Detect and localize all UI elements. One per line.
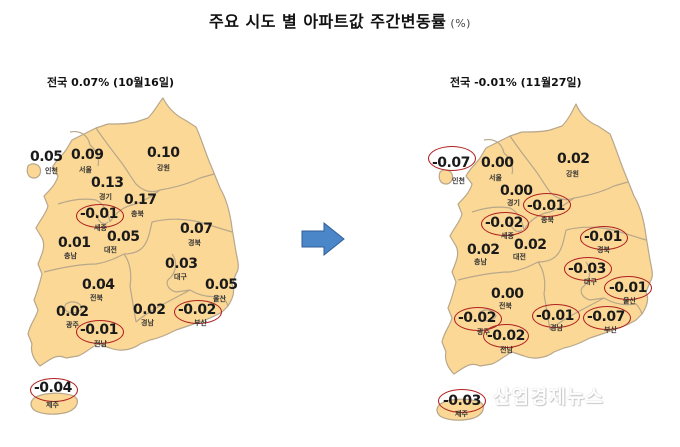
highlight-ring-sejong (76, 204, 124, 228)
highlight-ring-busan (583, 306, 631, 330)
region-value-chungnam: 0.02 (467, 242, 500, 258)
region-name-gyeonggi: 경기 (507, 199, 520, 207)
region-name-busan: 부산 (194, 319, 207, 327)
highlight-ring-sejong (481, 212, 529, 236)
region-name-incheon: 인천 (45, 167, 58, 175)
region-value-sejong: -0.02 (485, 215, 523, 231)
region-name-chungbuk: 충북 (131, 210, 144, 218)
left-map-shape (26, 97, 239, 415)
region-name-seoul: 서울 (489, 174, 502, 182)
region-value-jeonnam: -0.01 (80, 322, 118, 338)
region-value-jeonnam: -0.02 (487, 328, 525, 344)
region-value-ulsan: -0.01 (609, 280, 647, 296)
region-name-busan: 부산 (604, 326, 617, 334)
highlight-ring-busan (174, 300, 222, 324)
region-value-seoul: 0.09 (71, 147, 104, 163)
highlight-ring-jeonnam (483, 324, 529, 348)
page-title: 주요 시도 별 아파트값 주간변동률 (%) (0, 8, 680, 32)
region-name-daejeon: 대전 (513, 253, 526, 261)
highlight-ring-gwangju (454, 307, 502, 331)
region-name-chungnam: 충남 (474, 258, 487, 266)
region-value-chungnam: 0.01 (58, 235, 91, 251)
region-name-daegu: 대구 (174, 273, 187, 281)
title-unit: (%) (450, 17, 471, 30)
right-map-subtitle: 전국 -0.01% (11월27일) (450, 76, 582, 89)
right-arrow-icon (301, 222, 345, 256)
highlight-ring-jeonnam (76, 320, 124, 344)
region-value-daegu: -0.03 (568, 261, 606, 277)
region-value-incheon: 0.05 (30, 149, 63, 165)
highlight-ring-gyeongbuk (580, 226, 628, 250)
left-map-subtitle: 전국 0.07% (10월16일) (47, 76, 174, 89)
region-value-jeonbuk: 0.00 (491, 286, 524, 302)
highlight-ring-daegu (564, 257, 612, 281)
region-value-gyeonggi: 0.13 (91, 175, 124, 191)
region-name-gyeongbuk: 경북 (188, 239, 201, 247)
region-value-gwangju: -0.02 (458, 310, 496, 326)
region-name-gyeonggi: 경기 (99, 193, 112, 201)
region-value-gwangju: 0.02 (56, 304, 89, 320)
region-value-jeonbuk: 0.04 (82, 277, 115, 293)
region-value-incheon: -0.07 (432, 155, 470, 171)
region-name-chungnam: 충남 (64, 252, 77, 260)
region-name-seoul: 서울 (79, 166, 92, 174)
region-name-gyeongnam: 경남 (550, 324, 563, 332)
region-name-gangwon: 강원 (157, 164, 170, 172)
region-name-gyeongbuk: 경북 (597, 246, 610, 254)
region-name-gwangju: 광주 (66, 321, 79, 329)
region-name-gangwon: 강원 (566, 170, 579, 178)
region-value-gyeongnam: 0.02 (133, 302, 166, 318)
region-value-daejeon: 0.02 (514, 237, 547, 253)
region-value-jeju: -0.03 (443, 393, 481, 409)
region-name-chungbuk: 충북 (541, 216, 554, 224)
highlight-ring-jeju (438, 389, 486, 413)
region-name-jeonnam: 전남 (500, 346, 513, 354)
region-value-sejong: -0.01 (80, 206, 118, 222)
region-name-jeju: 제주 (46, 401, 59, 409)
region-value-gyeongbuk: -0.01 (584, 229, 622, 245)
region-value-gangwon: 0.02 (557, 151, 590, 167)
highlight-ring-gyeongnam (532, 304, 580, 328)
region-name-jeonnam: 전남 (94, 340, 107, 348)
region-name-ulsan: 울산 (623, 297, 636, 305)
region-value-chungbuk: 0.17 (124, 192, 157, 208)
watermark-logo: 산업경제뉴스 (493, 386, 604, 408)
region-name-gyeongnam: 경남 (141, 319, 154, 327)
region-value-ulsan: 0.05 (205, 277, 238, 293)
region-value-gangwon: 0.10 (147, 145, 180, 161)
title-text: 주요 시도 별 아파트값 주간변동률 (209, 12, 447, 31)
region-value-gyeonggi: 0.00 (500, 183, 533, 199)
region-value-busan: -0.07 (587, 309, 625, 325)
region-name-jeonbuk: 전북 (90, 294, 103, 302)
region-name-daejeon: 대전 (104, 246, 117, 254)
highlight-ring-incheon (428, 146, 476, 171)
region-name-incheon: 인천 (452, 177, 465, 185)
region-value-busan: -0.02 (178, 302, 216, 318)
region-value-daegu: 0.03 (165, 256, 198, 272)
region-value-daejeon: 0.05 (107, 229, 140, 245)
region-name-jeonbuk: 전북 (499, 302, 512, 310)
region-name-ulsan: 울산 (213, 295, 226, 303)
region-value-gyeongnam: -0.01 (536, 308, 574, 324)
region-name-sejong: 세종 (94, 224, 107, 232)
region-name-jeju: 제주 (455, 410, 468, 418)
region-value-chungbuk: -0.01 (527, 198, 565, 214)
region-name-sejong: 세종 (501, 232, 514, 240)
region-value-seoul: 0.00 (481, 155, 514, 171)
highlight-ring-chungbuk (523, 193, 571, 217)
highlight-ring-ulsan (604, 276, 652, 300)
region-value-gyeongbuk: 0.07 (180, 221, 213, 237)
region-name-daegu: 대구 (584, 278, 597, 286)
highlight-ring-jeju (30, 378, 78, 402)
region-value-jeju: -0.04 (34, 380, 72, 396)
